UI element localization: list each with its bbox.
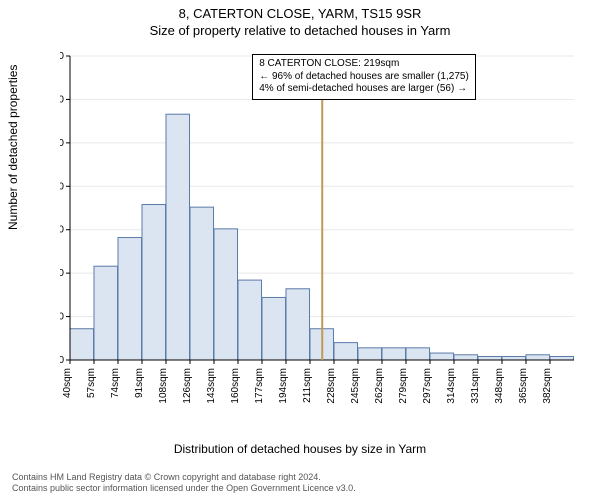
histogram-bar: [526, 355, 550, 360]
svg-text:177sqm: 177sqm: [254, 368, 265, 404]
footer-line-2: Contains public sector information licen…: [12, 483, 356, 494]
svg-text:194sqm: 194sqm: [278, 368, 289, 404]
svg-text:228sqm: 228sqm: [326, 368, 337, 404]
svg-text:74sqm: 74sqm: [110, 368, 121, 398]
svg-text:126sqm: 126sqm: [182, 368, 193, 404]
histogram-bar: [190, 207, 214, 360]
histogram-bar: [262, 297, 286, 360]
svg-text:40sqm: 40sqm: [62, 368, 73, 398]
chart-area: 0 50 100 150 200 250 300 350 40sqm 57sqm 74sqm 91sq…: [60, 50, 580, 410]
histogram-bar: [430, 353, 454, 360]
svg-text:211sqm: 211sqm: [302, 368, 313, 403]
svg-text:382sqm: 382sqm: [542, 368, 553, 404]
svg-text:108sqm: 108sqm: [158, 368, 169, 404]
x-axis-label: Distribution of detached houses by size …: [0, 442, 600, 456]
svg-text:314sqm: 314sqm: [446, 368, 457, 404]
svg-text:262sqm: 262sqm: [374, 368, 385, 404]
svg-text:297sqm: 297sqm: [422, 368, 433, 404]
histogram-bar: [358, 348, 382, 360]
y-axis-label: Number of detached properties: [6, 65, 20, 230]
annotation-line-1: 8 CATERTON CLOSE: 219sqm: [259, 58, 469, 71]
svg-text:300: 300: [60, 94, 64, 105]
svg-text:57sqm: 57sqm: [86, 368, 97, 398]
histogram-bar: [382, 348, 406, 360]
svg-text:91sqm: 91sqm: [134, 368, 145, 398]
chart-title-sub: Size of property relative to detached ho…: [0, 21, 600, 38]
svg-text:143sqm: 143sqm: [206, 368, 217, 404]
histogram-bar: [550, 357, 574, 360]
footer-line-1: Contains HM Land Registry data © Crown c…: [12, 472, 356, 483]
histogram-bar: [406, 348, 430, 360]
histogram-bar: [238, 280, 262, 360]
svg-text:100: 100: [60, 268, 64, 279]
svg-text:331sqm: 331sqm: [470, 368, 481, 404]
histogram-bar: [142, 205, 166, 360]
histogram-svg: 0 50 100 150 200 250 300 350 40sqm 57sqm 74sqm 91sq…: [60, 50, 580, 410]
svg-text:350: 350: [60, 51, 64, 62]
svg-text:279sqm: 279sqm: [398, 368, 409, 404]
histogram-bar: [478, 357, 502, 360]
annotation-line-2: ← 96% of detached houses are smaller (1,…: [259, 71, 469, 84]
chart-title-main: 8, CATERTON CLOSE, YARM, TS15 9SR: [0, 0, 600, 21]
svg-text:160sqm: 160sqm: [230, 368, 241, 404]
histogram-bar: [166, 114, 190, 360]
histogram-bar: [454, 355, 478, 360]
svg-text:365sqm: 365sqm: [518, 368, 529, 404]
histogram-bar: [334, 343, 358, 360]
svg-text:348sqm: 348sqm: [494, 368, 505, 404]
histogram-bar: [502, 357, 526, 360]
svg-text:150: 150: [60, 225, 64, 236]
histogram-bar: [94, 266, 118, 360]
svg-text:250: 250: [60, 138, 64, 149]
histogram-bar: [70, 329, 94, 360]
svg-text:200: 200: [60, 181, 64, 192]
svg-text:245sqm: 245sqm: [350, 368, 361, 404]
annotation-box: 8 CATERTON CLOSE: 219sqm ← 96% of detach…: [252, 54, 476, 100]
histogram-bar: [214, 229, 238, 360]
svg-text:0: 0: [60, 355, 64, 366]
annotation-line-3: 4% of semi-detached houses are larger (5…: [259, 83, 469, 96]
footer-attribution: Contains HM Land Registry data © Crown c…: [12, 472, 356, 494]
histogram-bar: [286, 289, 310, 360]
svg-text:50: 50: [60, 312, 64, 323]
histogram-bar: [118, 238, 142, 360]
